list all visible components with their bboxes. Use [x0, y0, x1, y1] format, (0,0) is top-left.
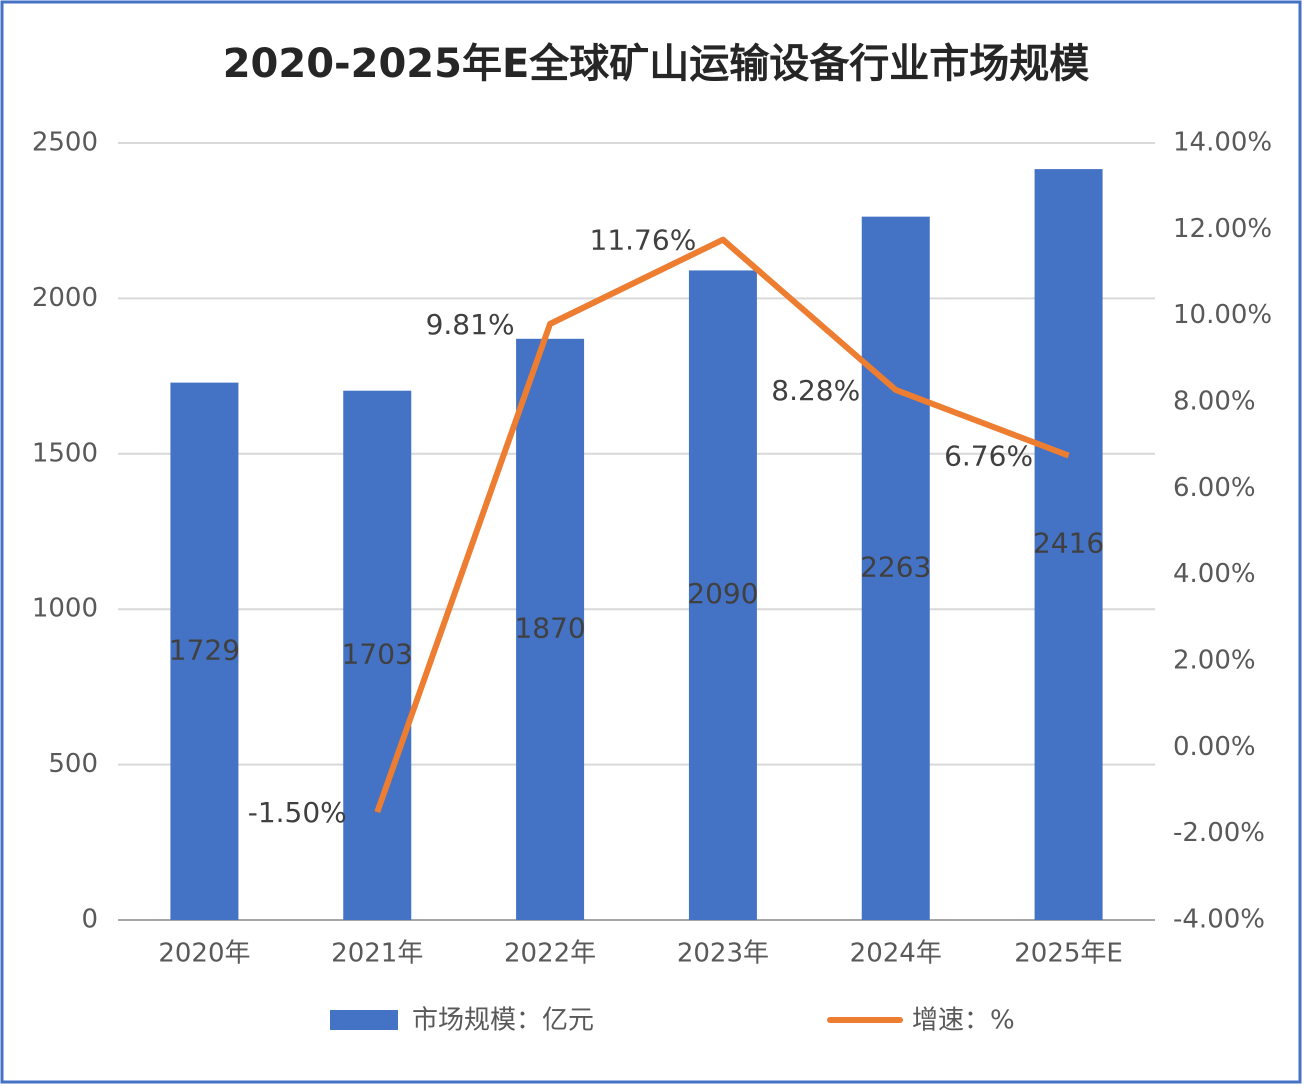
bar-value-label: 2416 — [1033, 527, 1104, 560]
bar-value-label: 1729 — [169, 633, 240, 666]
y-tick-label: 0 — [81, 905, 98, 935]
bar — [861, 216, 930, 920]
bar-value-label: 2263 — [860, 550, 931, 583]
y2-tick-label: 8.00% — [1173, 387, 1256, 417]
y2-tick-label: 4.00% — [1173, 559, 1256, 589]
x-tick-label: 2024年 — [850, 939, 942, 969]
y2-tick-label: 6.00% — [1173, 473, 1256, 503]
bar-value-label: 1703 — [342, 637, 413, 670]
chart-title: 2020-2025年E全球矿山运输设备行业市场规模 — [223, 41, 1090, 87]
y-tick-label: 1000 — [32, 594, 98, 624]
line-value-label: 6.76% — [944, 440, 1033, 473]
legend-label: 市场规模：亿元 — [412, 1006, 594, 1036]
y2-tick-label: -2.00% — [1173, 818, 1265, 848]
x-tick-label: 2020年 — [158, 939, 250, 969]
y-tick-label: 2500 — [32, 128, 98, 158]
y2-tick-label: 10.00% — [1173, 300, 1272, 330]
bar — [1034, 169, 1103, 921]
line-value-label: -1.50% — [248, 796, 347, 829]
y2-tick-label: -4.00% — [1173, 905, 1265, 935]
y2-tick-label: 14.00% — [1173, 128, 1272, 158]
bar — [516, 338, 585, 921]
x-tick-label: 2022年 — [504, 939, 596, 969]
line-value-label: 11.76% — [590, 224, 697, 257]
bar — [688, 270, 757, 921]
line-value-label: 8.28% — [771, 374, 860, 407]
bar-value-label: 2090 — [687, 577, 758, 610]
legend-swatch — [330, 1010, 398, 1030]
line — [374, 236, 1070, 814]
y2-tick-label: 12.00% — [1173, 214, 1272, 244]
y2-tick-label: 2.00% — [1173, 646, 1256, 676]
y2-tick-label: 0.00% — [1173, 732, 1256, 762]
y-tick-label: 1500 — [32, 438, 98, 468]
bar — [343, 390, 412, 920]
y-tick-label: 500 — [48, 749, 98, 779]
x-tick-label: 2023年 — [677, 939, 769, 969]
y-tick-label: 2000 — [32, 283, 98, 313]
bar-value-label: 1870 — [514, 611, 585, 644]
legend-label: 增速：% — [912, 1006, 1015, 1036]
bar — [170, 382, 239, 920]
line-value-label: 9.81% — [426, 308, 515, 341]
x-tick-label: 2025年E — [1014, 939, 1123, 969]
x-tick-label: 2021年 — [331, 939, 423, 969]
